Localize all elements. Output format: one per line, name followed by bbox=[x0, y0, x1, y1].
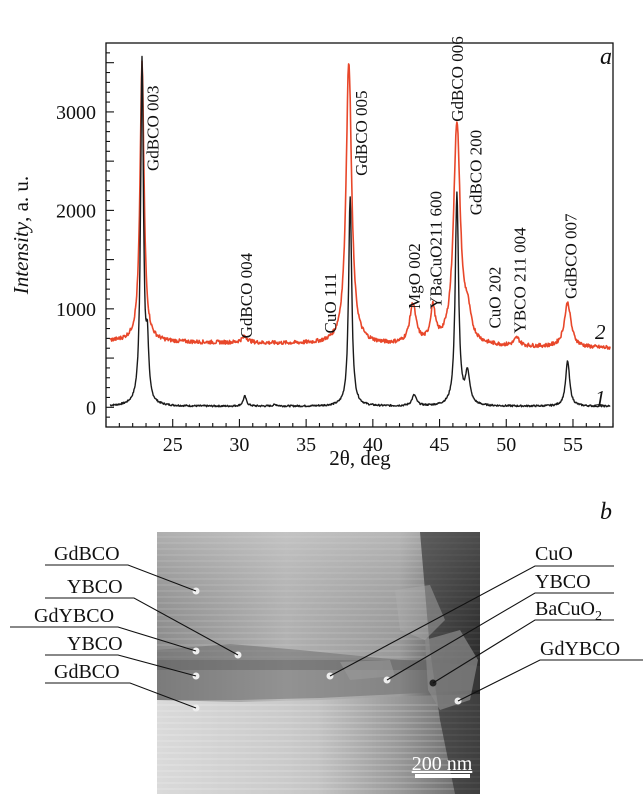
scale-bar bbox=[415, 774, 470, 778]
scale-bar-label: 200 nm bbox=[412, 753, 473, 775]
peak-label: CuO 202 bbox=[485, 267, 504, 329]
peak-label: GdBCO 006 bbox=[448, 36, 467, 121]
panel-label-a: a bbox=[600, 44, 612, 70]
peak-label: YBaCuO211 600 bbox=[427, 191, 446, 309]
y-tick-label: 0 bbox=[86, 397, 96, 419]
series-line-1 bbox=[109, 55, 611, 408]
label-left-ybco-bottom: YBCO bbox=[67, 633, 123, 655]
label-left-ybco-top: YBCO bbox=[67, 576, 123, 598]
tem-micrograph: 200 nm bbox=[157, 532, 480, 794]
x-axis-label: 2θ, deg bbox=[329, 446, 391, 470]
panel-label-b: b bbox=[600, 499, 612, 525]
label-left-gdbco-top: GdBCO bbox=[54, 543, 120, 565]
peak-label: GdBCO 007 bbox=[561, 213, 580, 299]
label-right-gdybco: GdYBCO bbox=[540, 638, 620, 660]
label-right-cuo: CuO bbox=[535, 543, 573, 565]
peak-label: GdBCO 200 bbox=[467, 130, 486, 215]
x-tick-label: 35 bbox=[296, 434, 316, 456]
x-tick-label: 25 bbox=[163, 434, 183, 456]
peak-label: MgO 002 bbox=[405, 243, 424, 309]
series-layer bbox=[109, 55, 611, 408]
x-tick-label: 50 bbox=[496, 434, 516, 456]
peak-label: GdBCO 005 bbox=[352, 90, 371, 175]
peak-label: GdBCO 003 bbox=[144, 86, 163, 171]
left-leader-lines bbox=[10, 564, 239, 709]
x-axis-ticks: 25 30 35 40 45 50 55 bbox=[105, 419, 614, 456]
peak-label: YBCO 211 004 bbox=[511, 227, 530, 334]
y-tick-label: 1000 bbox=[56, 299, 96, 321]
curve-label-1: 1 bbox=[595, 386, 606, 410]
series-line-2 bbox=[109, 60, 611, 350]
right-leader-lines bbox=[329, 565, 643, 702]
x-tick-label: 40 bbox=[363, 434, 383, 456]
x-tick-label: 55 bbox=[563, 434, 583, 456]
label-right-ybco: YBCO bbox=[535, 571, 591, 593]
y-tick-label: 3000 bbox=[56, 102, 96, 124]
y-axis-label: Intensity, a. u. bbox=[9, 176, 33, 295]
x-tick-label: 45 bbox=[430, 434, 450, 456]
x-tick-label: 30 bbox=[229, 434, 249, 456]
y-tick-label: 2000 bbox=[56, 200, 96, 222]
label-right-bacuo2: BaCuO2 bbox=[535, 598, 602, 624]
peak-label: CuO 111 bbox=[321, 273, 340, 334]
label-left-gdbco-bottom: GdBCO bbox=[54, 661, 120, 683]
peak-label: GdBCO 004 bbox=[237, 252, 256, 338]
label-left-gdybco: GdYBCO bbox=[34, 605, 114, 627]
y-axis-ticks: 0 1000 2000 3000 bbox=[56, 52, 114, 419]
curve-label-2: 2 bbox=[595, 320, 606, 344]
peak-annotations: GdBCO 003 GdBCO 004 CuO 111 GdBCO 005 MgO 00… bbox=[144, 36, 581, 338]
